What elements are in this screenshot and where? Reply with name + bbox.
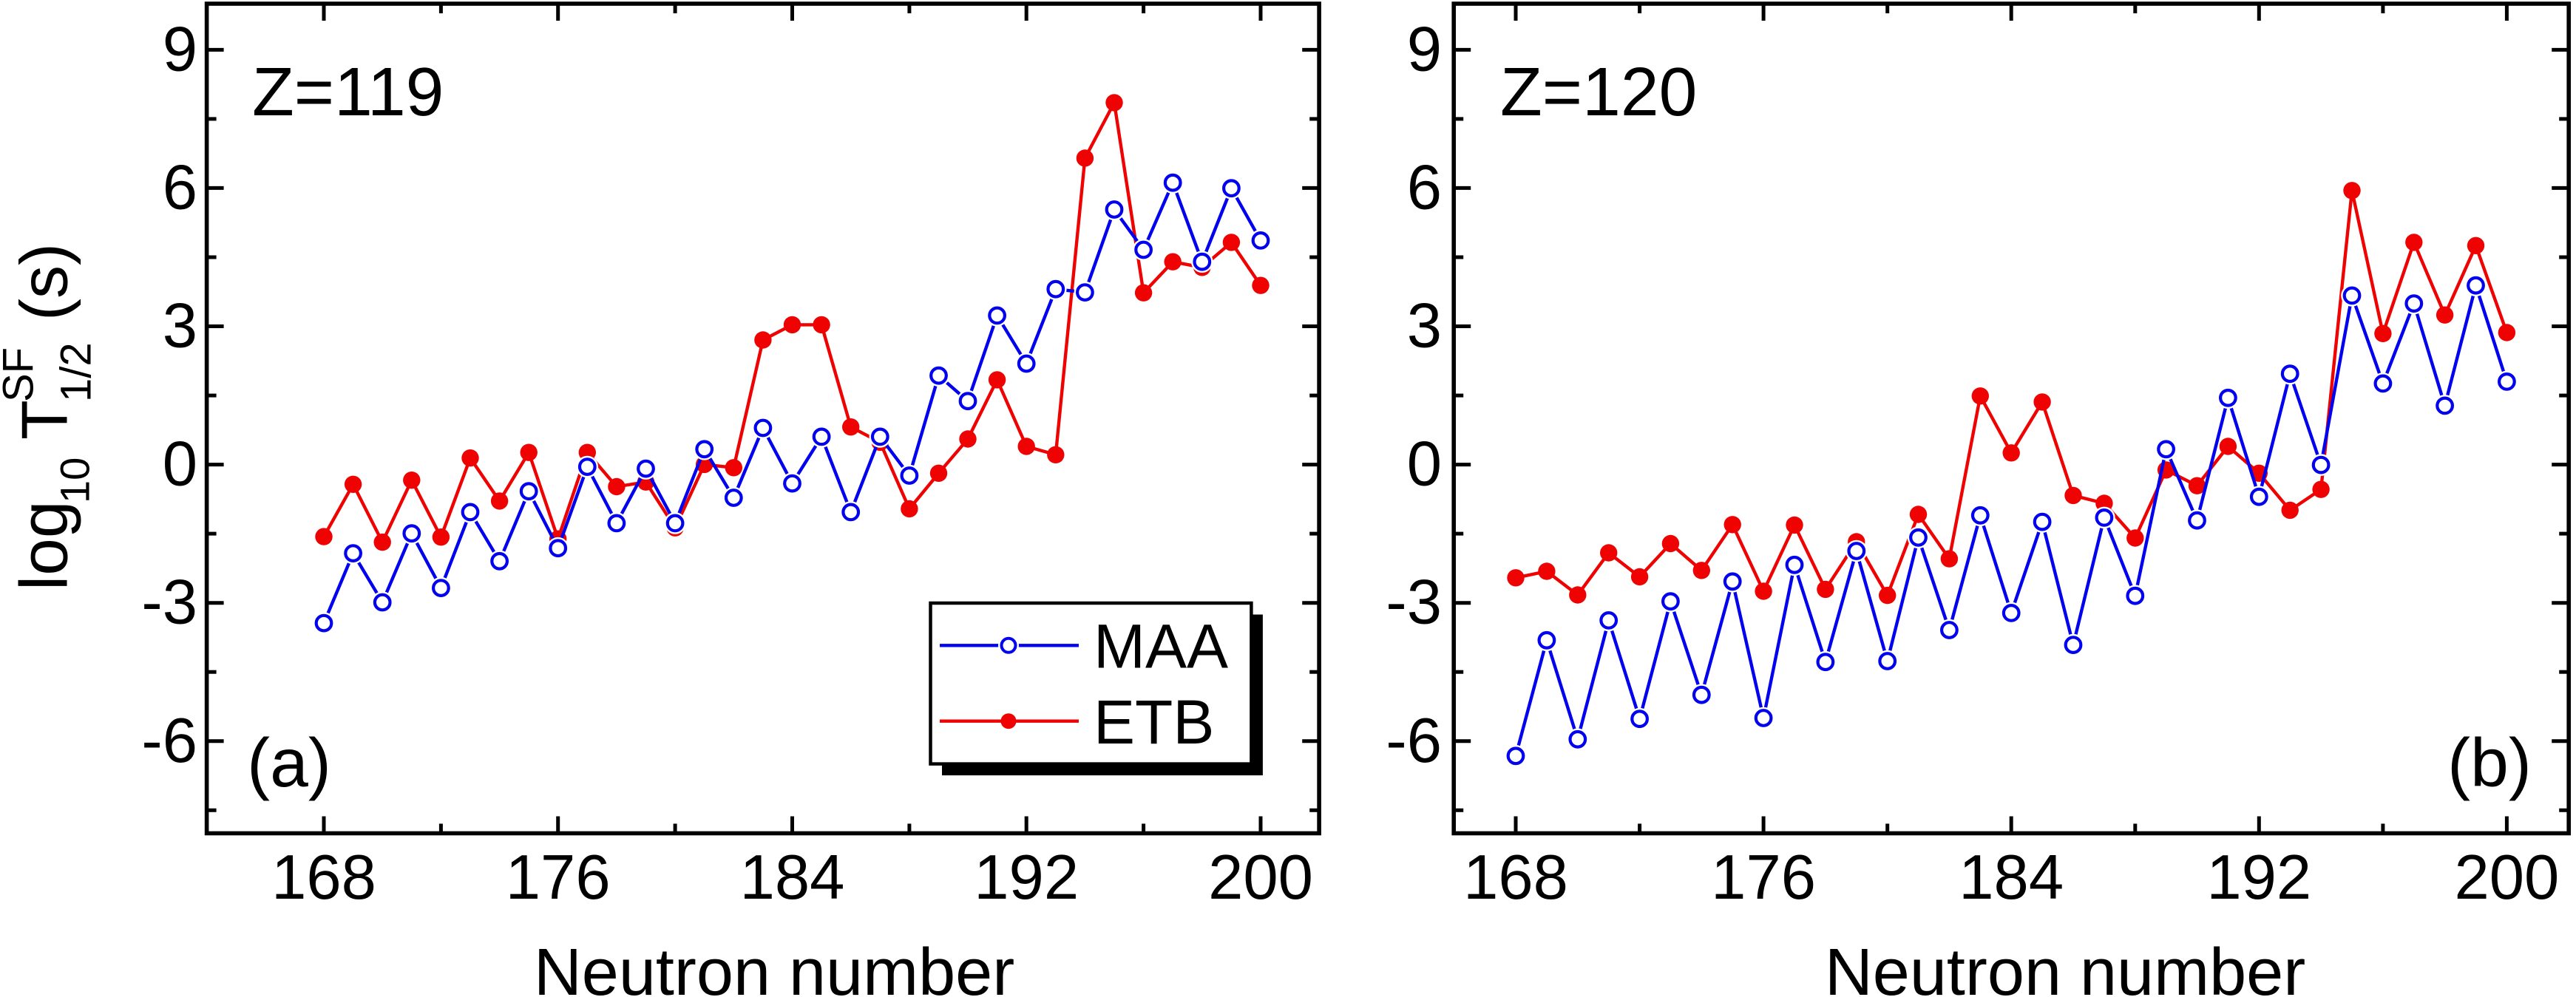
svg-text:0: 0 [163,429,197,500]
svg-text:(a): (a) [247,724,331,801]
svg-text:-3: -3 [141,568,197,638]
svg-text:6: 6 [1407,152,1442,222]
svg-text:200: 200 [2454,843,2559,913]
svg-text:3: 3 [1407,291,1442,361]
svg-text:176: 176 [1711,843,1816,913]
svg-text:-6: -6 [1386,706,1442,776]
svg-text:192: 192 [974,843,1079,913]
svg-text:6: 6 [163,152,197,222]
svg-text:200: 200 [1208,843,1313,913]
svg-text:9: 9 [1407,14,1442,84]
svg-text:9: 9 [163,14,197,84]
svg-text:1/2: 1/2 [52,342,101,402]
svg-text:Z=119: Z=119 [252,53,444,130]
svg-text:-6: -6 [141,706,197,776]
svg-text:184: 184 [740,843,845,913]
svg-text:168: 168 [1463,843,1568,913]
svg-text:T: T [8,400,81,440]
svg-text:Neutron number: Neutron number [1825,936,2305,997]
svg-text:168: 168 [271,843,376,913]
svg-text:176: 176 [506,843,611,913]
svg-text:(b): (b) [2447,724,2532,801]
svg-text:10: 10 [52,457,98,503]
svg-text:0: 0 [1407,429,1442,500]
svg-text:ETB: ETB [1094,687,1214,757]
svg-text:3: 3 [163,291,197,361]
svg-text:192: 192 [2206,843,2311,913]
svg-text:log: log [7,501,82,591]
svg-text:Z=120: Z=120 [1500,53,1697,130]
svg-text:SF: SF [0,347,43,402]
svg-text:MAA: MAA [1094,612,1228,681]
svg-text:-3: -3 [1386,568,1442,638]
svg-text:184: 184 [1959,843,2064,913]
svg-text:Neutron number: Neutron number [534,936,1014,997]
svg-text:(s): (s) [8,243,82,321]
